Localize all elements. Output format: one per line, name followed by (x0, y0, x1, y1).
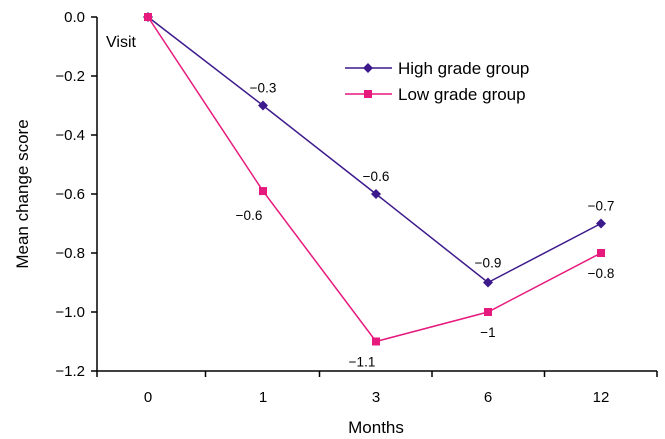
data-point (483, 277, 493, 288)
y-tick-label: −1.0 (55, 304, 85, 321)
series-0: −0.3 −0.6 −0.9 −0.7 (143, 12, 614, 288)
x-tick-label: 1 (259, 389, 267, 406)
x-tick-label: 6 (484, 389, 492, 406)
data-label: −1.1 (349, 355, 376, 370)
x-ticks: 0 1 3 6 12 (96, 371, 658, 406)
data-point (372, 337, 380, 346)
data-label: −0.6 (236, 208, 263, 223)
legend-label: High grade group (398, 59, 529, 78)
data-point (597, 249, 605, 257)
data-label: −0.9 (475, 256, 502, 271)
y-ticks: 0.0 −0.2 −0.4 −0.6 −0.8 −1.0 −1.2 (55, 9, 97, 380)
legend-marker (364, 90, 372, 98)
y-tick-label: −1.2 (55, 363, 85, 380)
data-label: −0.6 (363, 169, 390, 184)
legend-item: Low grade group (345, 85, 526, 104)
series-group: −0.3 −0.6 −0.9 −0.7 −0.6 −1.1 −1 −0.8 (143, 12, 614, 370)
y-axis-title: Mean change score (13, 119, 32, 268)
visit-annotation: Visit (106, 34, 136, 51)
y-tick-label: −0.2 (55, 68, 85, 85)
y-tick-label: 0.0 (64, 9, 85, 26)
data-label: −0.8 (588, 266, 615, 281)
legend-marker (363, 63, 373, 73)
data-label: −0.3 (250, 81, 277, 96)
data-point (596, 218, 606, 229)
data-point (259, 187, 267, 196)
series-1: −0.6 −1.1 −1 −0.8 (144, 13, 614, 370)
data-point (371, 189, 381, 199)
series-line (147, 16, 602, 284)
x-tick-label: 3 (372, 389, 380, 406)
legend-item: High grade group (345, 59, 529, 78)
legend: High grade group Low grade group (345, 59, 529, 104)
x-tick-label: 0 (144, 389, 152, 406)
legend-label: Low grade group (398, 85, 526, 104)
x-axis-title: Months (348, 418, 404, 437)
x-tick-label: 12 (593, 389, 610, 406)
data-point (484, 308, 492, 316)
data-label: −1 (480, 325, 495, 340)
data-label: −0.7 (588, 199, 615, 214)
y-tick-label: −0.8 (55, 245, 85, 262)
y-tick-label: −0.6 (55, 186, 85, 203)
y-tick-label: −0.4 (55, 127, 85, 144)
data-point (258, 100, 268, 111)
data-point (144, 13, 152, 21)
